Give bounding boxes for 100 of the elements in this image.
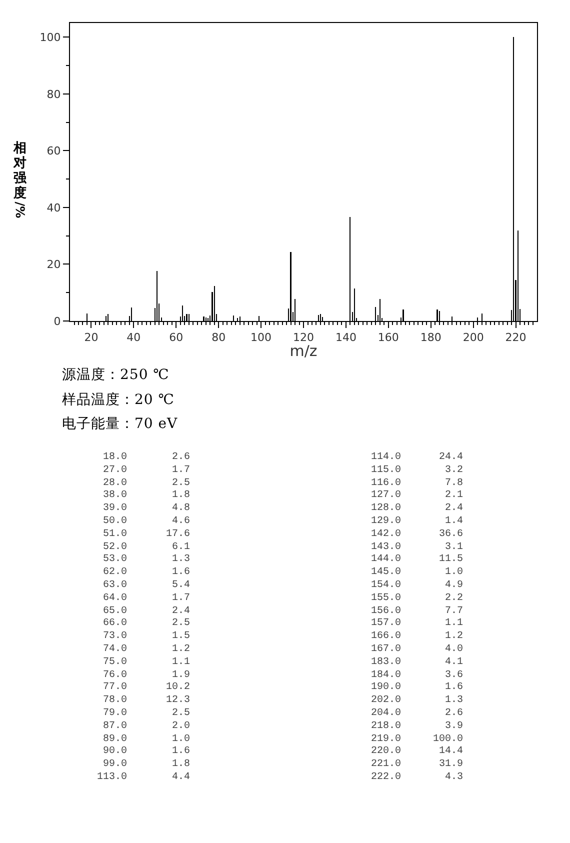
text: 183.0 <box>370 656 401 670</box>
text: 1.6 <box>444 682 463 695</box>
text: 143.0 <box>370 542 401 554</box>
text: 129.0 <box>370 516 401 529</box>
text: 66.0 <box>102 618 127 631</box>
text: 1.0 <box>170 734 190 746</box>
text: 1.2 <box>444 631 463 644</box>
text: 142.0 <box>370 528 401 542</box>
text: 4.0 <box>444 644 463 657</box>
text: 157.0 <box>370 618 401 631</box>
text: 127.0 <box>370 490 401 503</box>
x-tick-label: 180 <box>420 331 442 344</box>
text: 144.0 <box>370 554 401 567</box>
text: 53.0 <box>102 554 127 567</box>
text: 75.0 <box>102 656 127 670</box>
text: 3.2 <box>444 464 463 478</box>
x-tick-label: 120 <box>293 331 314 344</box>
text: 190.0 <box>370 682 401 695</box>
x-tick-label: 200 <box>462 331 484 344</box>
text: 51.0 <box>102 528 127 542</box>
text: 样品温度：20 ℃ <box>62 390 174 408</box>
text: 63.0 <box>102 580 127 593</box>
x-tick-label: 80 <box>212 331 226 344</box>
text: 115.0 <box>370 464 401 478</box>
text: 2.0 <box>170 720 190 734</box>
text: 源温度：250 ℃ <box>62 366 170 384</box>
text: 99.0 <box>102 759 127 772</box>
text: 1.3 <box>444 695 463 708</box>
text: 39.0 <box>102 503 127 516</box>
text: 116.0 <box>370 478 401 490</box>
text: 218.0 <box>370 720 401 734</box>
text: 87.0 <box>102 720 127 734</box>
text: 2.5 <box>170 708 190 721</box>
text: 1.6 <box>170 746 190 759</box>
x-tick-label: 140 <box>335 331 356 344</box>
text: 2.4 <box>444 503 463 516</box>
text: 10.2 <box>164 682 190 695</box>
text: 202.0 <box>370 695 401 708</box>
text: 89.0 <box>102 734 127 746</box>
text: 1.2 <box>170 644 190 657</box>
text: 128.0 <box>370 503 401 516</box>
text: 5.4 <box>170 580 190 593</box>
text: 1.8 <box>170 490 190 503</box>
text: 11.5 <box>438 554 463 567</box>
y-tick-label: 20 <box>46 258 61 272</box>
text: 2.2 <box>444 592 463 606</box>
y-tick-label: 40 <box>46 201 61 214</box>
text: 184.0 <box>370 670 401 682</box>
text: 154.0 <box>370 580 401 593</box>
text: 2.4 <box>170 606 190 618</box>
y-tick-label: 60 <box>46 144 61 158</box>
text: 4.9 <box>444 580 463 593</box>
text: 52.0 <box>102 542 127 554</box>
y-axis-title: 相对强度/% <box>13 141 27 218</box>
text: 3.9 <box>444 720 463 734</box>
x-tick-label: 40 <box>126 331 141 344</box>
text: 4.1 <box>444 656 463 670</box>
x-axis-title: m/z <box>290 342 318 360</box>
x-tick-label: 20 <box>84 331 98 344</box>
y-tick-label: 80 <box>46 88 61 101</box>
text: 3.6 <box>444 670 463 682</box>
text: 204.0 <box>370 708 401 721</box>
text: 167.0 <box>370 644 401 657</box>
text: 50.0 <box>102 516 127 529</box>
text: 24.4 <box>438 452 463 465</box>
text: 1.5 <box>170 631 190 644</box>
text: 28.0 <box>102 478 127 490</box>
text: 4.6 <box>170 516 190 529</box>
text: 76.0 <box>102 670 127 682</box>
text: 27.0 <box>102 464 127 478</box>
text: 31.9 <box>438 759 463 772</box>
text: 6.1 <box>170 542 190 554</box>
text: 1.7 <box>170 464 190 478</box>
text: 64.0 <box>102 592 127 606</box>
text: 2.5 <box>170 618 190 631</box>
text: 2.6 <box>444 708 463 721</box>
text: 79.0 <box>102 708 127 721</box>
text: 155.0 <box>370 592 401 606</box>
x-tick-label: 60 <box>169 331 184 344</box>
text: 4.3 <box>444 772 463 785</box>
text: 18.0 <box>102 452 127 465</box>
text: 4.8 <box>170 503 190 516</box>
text: 222.0 <box>370 772 401 785</box>
text: 7.7 <box>444 606 463 618</box>
text: 113.0 <box>96 772 127 785</box>
text: 1.0 <box>444 567 463 580</box>
text: 1.1 <box>170 656 190 670</box>
text: 166.0 <box>370 631 401 644</box>
text: 73.0 <box>102 631 127 644</box>
text: 221.0 <box>370 759 401 772</box>
text: 3.1 <box>444 542 463 554</box>
text: 100.0 <box>432 734 463 746</box>
text: 1.7 <box>170 592 190 606</box>
text: 1.3 <box>170 554 190 567</box>
text: 14.4 <box>438 746 463 759</box>
text: 219.0 <box>370 734 401 746</box>
text: 90.0 <box>102 746 127 759</box>
text: 145.0 <box>370 567 401 580</box>
text: 1.9 <box>170 670 190 682</box>
text: 17.6 <box>164 528 190 542</box>
